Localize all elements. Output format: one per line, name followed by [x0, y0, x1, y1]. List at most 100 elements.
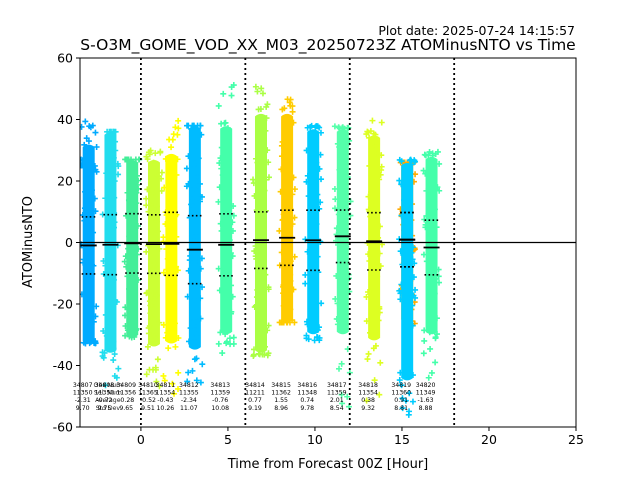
scatter-point	[108, 203, 115, 210]
stat-value: 11359	[210, 390, 230, 397]
scatter-point	[149, 290, 156, 297]
scatter-point	[333, 272, 340, 279]
scatter-point	[86, 299, 93, 306]
scatter-point	[145, 149, 152, 156]
scatter-point	[220, 276, 227, 283]
scatter-point	[228, 282, 235, 289]
scatter-point	[409, 256, 416, 263]
scatter-point	[170, 131, 177, 138]
scatter-point	[223, 340, 230, 347]
scatter-point	[303, 147, 310, 154]
scatter-point	[229, 293, 236, 300]
stat-value: 8.81	[394, 405, 408, 412]
scatter-point	[426, 329, 433, 336]
scatter-point	[367, 329, 374, 336]
scatter-point	[307, 181, 314, 188]
scatter-point	[184, 378, 191, 385]
scatter-point	[174, 156, 181, 163]
scatter-point	[281, 105, 288, 112]
scatter-point	[166, 136, 173, 143]
scatter-point	[217, 155, 224, 162]
scatter-point	[218, 144, 225, 151]
scatter-point	[278, 142, 285, 149]
scatter-point	[108, 228, 115, 235]
scatter-point	[197, 122, 204, 129]
scatter-point	[428, 238, 435, 245]
scatter-point	[332, 196, 339, 203]
scatter-point	[409, 244, 416, 251]
stat-value: 11350	[73, 390, 93, 397]
scatter-point	[111, 372, 118, 379]
scatter-point	[219, 172, 226, 179]
scatter-point	[187, 325, 194, 332]
scatter-point	[100, 328, 107, 335]
scatter-point	[287, 205, 294, 212]
scatter-point	[125, 156, 132, 163]
scatter-point	[189, 367, 196, 374]
scatter-point	[420, 251, 427, 258]
scatter-point	[143, 202, 150, 209]
stat-value: 11.07	[180, 405, 198, 412]
scatter-point	[407, 198, 414, 205]
stat-value: 1.55	[274, 397, 288, 404]
scatter-point	[396, 287, 403, 294]
scatter-point	[162, 221, 169, 228]
stat-value: 11349	[416, 390, 436, 397]
scatter-point	[185, 369, 192, 376]
scatter-point	[365, 350, 372, 357]
scatter-point	[175, 117, 182, 124]
stat-value: 34813	[210, 382, 230, 389]
scatter-point	[304, 248, 311, 255]
x-tick-label: 20	[481, 432, 497, 447]
scatter-point	[363, 293, 370, 300]
scatter-column	[215, 82, 237, 357]
scatter-point	[128, 325, 135, 332]
scatter-point	[289, 221, 296, 228]
scatter-point	[163, 212, 170, 219]
scatter-point	[317, 129, 324, 136]
scatter-point	[165, 345, 172, 352]
scatter-point	[160, 269, 167, 276]
scatter-point	[284, 319, 291, 326]
scatter-point	[422, 224, 429, 231]
stat-markers	[80, 209, 440, 285]
scatter-point	[276, 227, 283, 234]
stat-value: 10.08	[211, 405, 229, 412]
scatter-point	[91, 195, 98, 202]
scatter-point	[221, 257, 228, 264]
scatter-point	[219, 350, 226, 357]
scatter-point	[251, 248, 258, 255]
scatter-point	[316, 165, 323, 172]
scatter-point	[331, 205, 338, 212]
scatter-point	[125, 245, 132, 252]
scatter-point	[251, 346, 258, 353]
scatter-point	[259, 341, 266, 348]
scatter-point	[160, 321, 167, 328]
scatter-point	[374, 150, 381, 157]
scatter-point	[185, 338, 192, 345]
scatter-point	[220, 90, 227, 97]
scatter-point	[92, 313, 99, 320]
scatter-point	[102, 382, 109, 389]
scatter-point	[143, 371, 150, 378]
scatter-point	[429, 328, 436, 335]
scatter-point	[334, 321, 341, 328]
scatter-point	[396, 177, 403, 184]
scatter-point	[92, 208, 99, 215]
scatter-point	[228, 92, 235, 99]
scatter-point	[406, 281, 413, 288]
scatter-point	[223, 247, 230, 254]
stat-value: -1.63	[418, 397, 434, 404]
y-tick-label: 40	[57, 112, 73, 127]
scatter-point	[433, 315, 440, 322]
scatter-point	[264, 352, 271, 359]
scatter-column	[420, 148, 443, 381]
scatter-point	[289, 108, 296, 115]
scatter-point	[335, 211, 342, 218]
scatter-point	[397, 296, 404, 303]
scatter-point	[405, 182, 412, 189]
scatter-point	[187, 252, 194, 259]
scatter-point	[217, 329, 224, 336]
scatter-point	[370, 217, 377, 224]
scatter-point	[133, 172, 140, 179]
